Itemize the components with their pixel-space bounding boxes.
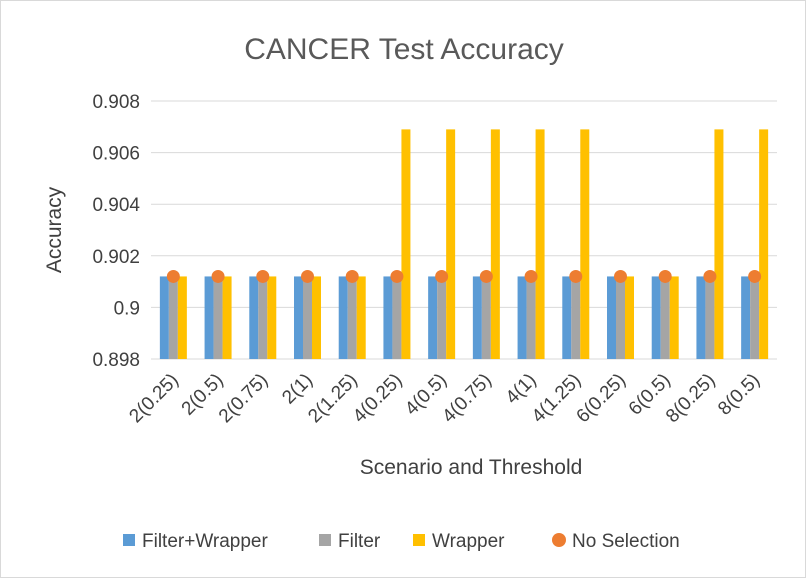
bar-wrapper [625, 276, 634, 359]
marker-no-selection [524, 269, 538, 283]
y-tick-label: 0.902 [92, 247, 140, 268]
bar-filter [705, 276, 715, 359]
bar-wrapper [714, 129, 724, 359]
marker-no-selection [301, 269, 314, 283]
marker-no-selection [435, 269, 449, 283]
bar-wrapper [669, 276, 679, 359]
bar-wrapper [312, 276, 321, 359]
bar-wrapper [222, 276, 232, 359]
x-tick-label: 4(1.25) [528, 370, 585, 427]
bar-filter-wrapper [562, 276, 572, 359]
marker-no-selection [256, 269, 270, 283]
bar-filter-wrapper [741, 276, 751, 359]
bar-filter-wrapper [651, 276, 661, 359]
x-axis-ticks: 2(0.25)2(0.5)2(0.75) 2(1)2(1.25)4(0.25)4(… [125, 370, 764, 427]
marker-no-selection [345, 269, 359, 283]
x-tick-label: 4(1) [502, 370, 541, 409]
bar-filter [258, 276, 268, 359]
x-tick-label: 2(1) [278, 370, 317, 409]
bar-wrapper [759, 129, 769, 359]
y-tick-label: 0.906 [92, 144, 140, 165]
x-tick-label: 2(0.75) [215, 370, 272, 427]
marker-no-selection [479, 269, 493, 283]
y-axis-ticks: 0.898 0.9 0.902 0.904 0.906 0.908 [92, 92, 140, 371]
legend-swatch [552, 533, 566, 547]
x-tick-label: 2(0.25) [125, 370, 182, 427]
x-tick-label: 2(1.25) [304, 370, 361, 427]
bar-wrapper [446, 129, 456, 359]
marker-no-selection [166, 269, 180, 283]
legend-swatch [413, 534, 425, 546]
legend-label: Filter [338, 531, 381, 552]
marker-no-selection [569, 269, 583, 283]
marker-no-selection [748, 269, 762, 283]
bar-filter [392, 276, 402, 359]
bar-filter-wrapper [294, 276, 303, 359]
marker-no-selection [703, 269, 717, 283]
marker-no-selection [211, 269, 225, 283]
legend-label: No Selection [572, 531, 680, 552]
bar-filter [481, 276, 491, 359]
marker-no-selection [390, 269, 404, 283]
bar-wrapper [580, 129, 590, 359]
y-tick-label: 0.9 [114, 298, 140, 319]
legend-label: Filter+Wrapper [142, 531, 269, 552]
bar-filter [660, 276, 670, 359]
y-tick-label: 0.904 [92, 195, 140, 216]
x-tick-label: 8(0.25) [662, 370, 719, 427]
bar-filter-wrapper [338, 276, 348, 359]
bar-filter [750, 276, 760, 359]
bar-filter-wrapper [159, 276, 169, 359]
bar-filter [437, 276, 447, 359]
y-tick-label: 0.898 [92, 350, 140, 371]
bar-filter-wrapper [607, 276, 616, 359]
bar-filter-wrapper [249, 276, 259, 359]
marker-no-selection [614, 269, 627, 283]
bar-filter [616, 276, 625, 359]
bar-filter [303, 276, 312, 359]
bar-wrapper [535, 129, 545, 359]
x-tick-label: 6(0.25) [573, 370, 630, 427]
y-tick-label: 0.908 [92, 92, 140, 113]
bar-filter-wrapper [696, 276, 706, 359]
bar-filter [347, 276, 357, 359]
bar-filter-wrapper [472, 276, 482, 359]
bar-wrapper [177, 276, 187, 359]
bar-filter-wrapper [204, 276, 214, 359]
legend-swatch [123, 534, 135, 546]
y-axis-title: Accuracy [43, 186, 66, 273]
bar-filter [526, 276, 536, 359]
bar-filter-wrapper [383, 276, 393, 359]
bar-filter-wrapper [428, 276, 438, 359]
gridlines [151, 100, 777, 360]
bar-wrapper [490, 129, 500, 359]
bar-wrapper [356, 276, 366, 359]
x-tick-label: 8(0.5) [714, 370, 764, 420]
plot-area [159, 129, 769, 359]
legend-label: Wrapper [432, 531, 505, 552]
legend: Filter+Wrapper Filter Wrapper No Selection [123, 531, 680, 552]
bar-wrapper [401, 129, 411, 359]
bar-wrapper [267, 276, 277, 359]
chart-title: CANCER Test Accuracy [244, 33, 564, 66]
bar-filter [168, 276, 178, 359]
bar-filter-wrapper [517, 276, 527, 359]
x-tick-label: 4(0.25) [349, 370, 406, 427]
legend-swatch [319, 534, 331, 546]
bar-filter [571, 276, 581, 359]
marker-no-selection [658, 269, 672, 283]
bar-filter [213, 276, 223, 359]
x-axis-title: Scenario and Threshold [360, 456, 583, 479]
x-tick-label: 4(0.75) [438, 370, 495, 427]
